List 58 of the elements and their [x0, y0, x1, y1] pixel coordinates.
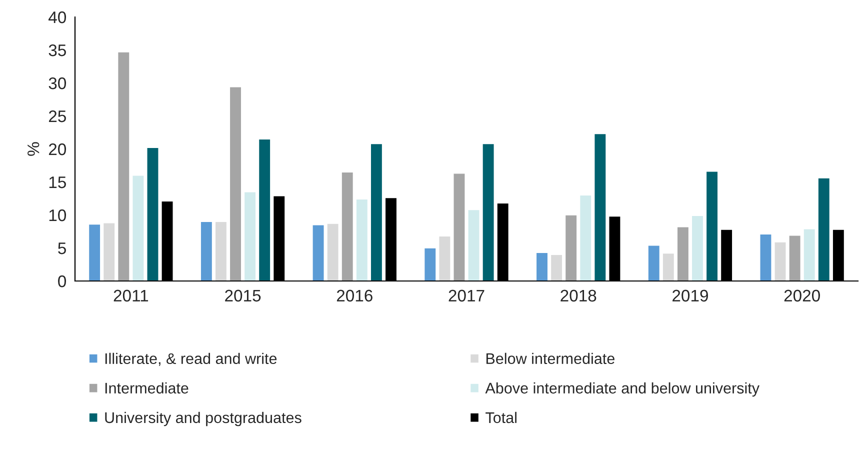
- bar: [662, 252, 675, 281]
- bar: [214, 221, 228, 281]
- bar: [579, 194, 592, 281]
- bar: [102, 222, 116, 281]
- bar: [788, 235, 801, 281]
- x-tick-label: 2011: [114, 290, 148, 302]
- bar: [229, 86, 242, 281]
- bar: [550, 254, 563, 281]
- bar: [424, 248, 436, 281]
- bar: [774, 242, 786, 281]
- bar: [370, 143, 383, 281]
- x-tick-label: 2020: [784, 290, 820, 302]
- y-tick-label: 35: [48, 44, 66, 56]
- legend-label: Illiterate, & read and write: [105, 352, 277, 366]
- bar: [536, 252, 548, 281]
- bar: [706, 171, 718, 281]
- bar: [676, 226, 690, 281]
- bar: [453, 173, 466, 281]
- y-tick-label: 20: [48, 143, 66, 156]
- x-tick-label: 2018: [560, 290, 596, 302]
- bar: [438, 236, 451, 281]
- bar: [564, 214, 578, 281]
- x-tick-label: 2017: [448, 290, 484, 302]
- legend-label: Below intermediate: [486, 352, 614, 364]
- legend-label: Intermediate: [105, 382, 188, 394]
- bar: [818, 178, 830, 281]
- bar: [691, 215, 704, 281]
- legend-label: Above intermediate and below university: [485, 382, 760, 397]
- bar: [132, 175, 144, 281]
- y-tick-label: 25: [48, 110, 66, 122]
- bar: [88, 224, 101, 281]
- bar: [200, 221, 213, 281]
- bar: [258, 138, 271, 281]
- y-tick-label: 40: [48, 11, 66, 24]
- legend-label: University and postgraduates: [105, 412, 302, 426]
- y-tick-label: 5: [58, 242, 66, 254]
- bar: [760, 234, 772, 281]
- bar: [117, 52, 130, 281]
- x-tick-label: 2016: [336, 290, 372, 302]
- bar: [468, 209, 480, 281]
- bar: [312, 224, 324, 281]
- legend-label: Total: [486, 412, 516, 424]
- y-tick-label: 10: [49, 209, 66, 222]
- x-tick-label: 2019: [672, 290, 708, 302]
- bar: [146, 147, 159, 281]
- y-tick-label: 0: [58, 275, 66, 288]
- bar: [594, 133, 606, 281]
- bar: [648, 245, 660, 281]
- bar: [326, 223, 339, 281]
- y-tick-label: 30: [48, 77, 66, 90]
- bar: [482, 143, 494, 281]
- y-tick-label: 15: [49, 176, 66, 188]
- bar: [341, 172, 354, 281]
- y-axis-title: %: [28, 142, 40, 156]
- x-tick-label: 2015: [225, 290, 261, 302]
- bar: [244, 192, 256, 281]
- bar: [803, 228, 816, 281]
- bar: [356, 198, 368, 281]
